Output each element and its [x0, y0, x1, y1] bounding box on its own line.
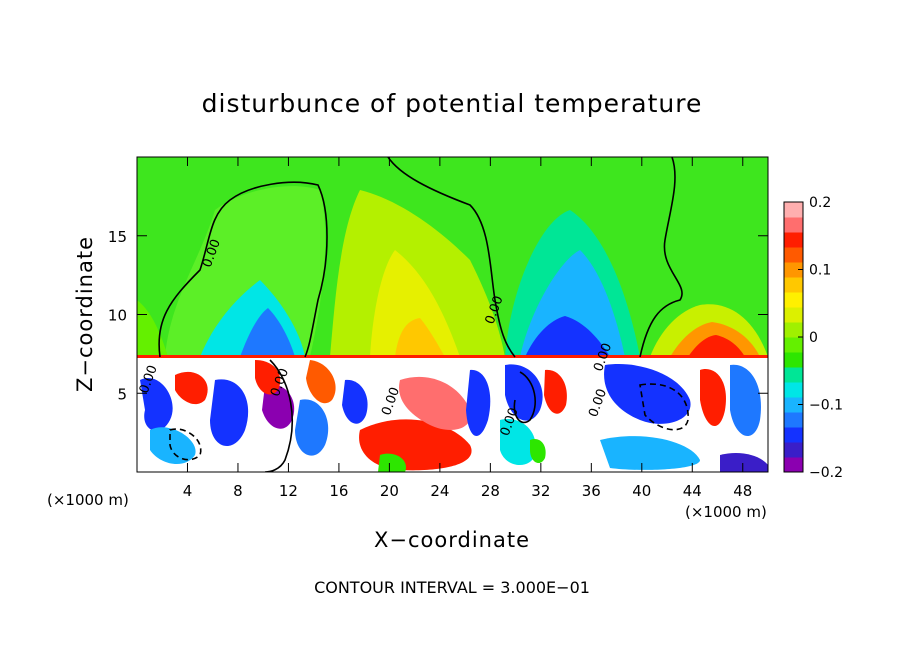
plume-yellow-core — [370, 250, 460, 357]
swirl-blue-7 — [604, 364, 691, 424]
swirl-green-2 — [530, 439, 546, 464]
swirl-red-5 — [399, 376, 471, 430]
x-axis-ticks: 4 8 12 16 20 24 28 32 36 40 44 48 — [183, 157, 752, 500]
y-tick-label-0: 5 — [117, 385, 127, 403]
swirl-blue-4 — [342, 379, 368, 424]
colorbar-segment-2 — [784, 427, 803, 443]
colorbar-segment-14 — [784, 247, 803, 263]
plume-blue-right — [525, 316, 610, 357]
x-tick-label-4: 20 — [380, 482, 399, 500]
x-tick-label-3: 16 — [329, 482, 348, 500]
swirl-red-1 — [175, 371, 208, 405]
swirl-red-6 — [544, 369, 567, 414]
colorbar-segment-7 — [784, 352, 803, 368]
colorbar-segment-17 — [784, 202, 803, 218]
x-axis-label: X−coordinate — [374, 528, 530, 552]
x-tick-label-6: 28 — [481, 482, 500, 500]
colorbar-segments — [784, 202, 803, 473]
x-tick-label-0: 4 — [183, 482, 193, 500]
colorbar: 0.2 0.1 0 −0.1 −0.2 — [783, 195, 843, 481]
colorbar-segment-16 — [784, 217, 803, 233]
plume-red-right — [688, 335, 745, 357]
colorbar-segment-0 — [784, 457, 803, 473]
layer-boundary — [137, 355, 768, 358]
colorbar-segment-13 — [784, 262, 803, 278]
contour-zero-center — [387, 157, 516, 358]
swirl-blue-1 — [140, 378, 173, 431]
colorbar-tick-label-4: −0.2 — [809, 465, 843, 481]
colorbar-segment-1 — [784, 442, 803, 458]
lower-structures — [140, 360, 768, 472]
x-tick-label-2: 12 — [279, 482, 298, 500]
x-tick-label-7: 32 — [531, 482, 550, 500]
colorbar-segment-11 — [784, 292, 803, 308]
plot-area: 0.000.000.000.00 0.000.000.000.00 4 8 12 16 2… — [108, 156, 769, 500]
upper-structures — [137, 186, 768, 357]
x-tick-label-5: 24 — [430, 482, 449, 500]
contour-lower-4 — [513, 371, 536, 424]
swirl-blue-3 — [295, 399, 329, 456]
swirl-cyan-2 — [500, 419, 536, 466]
swirl-red-3 — [306, 360, 336, 404]
colorbar-tick-label-1: 0.1 — [809, 263, 831, 279]
swirl-red-2 — [255, 360, 281, 395]
contour-lower-3 — [264, 359, 293, 472]
contour-lines — [158, 157, 689, 472]
chart-title: disturbunce of potential temperature — [202, 89, 703, 118]
colorbar-segment-10 — [784, 307, 803, 323]
swirl-cyan-1 — [150, 427, 196, 465]
colorbar-segment-4 — [784, 397, 803, 413]
x-unit-left: (×1000 m) — [47, 491, 129, 509]
colorbar-segment-12 — [784, 277, 803, 293]
x-unit-right: (×1000 m) — [685, 503, 767, 521]
contour-lower-2 — [639, 383, 689, 431]
y-axis-label: Z−coordinate — [73, 236, 97, 392]
y-axis-ticks: 5 10 15 — [108, 228, 768, 403]
contour-interval-footer: CONTOUR INTERVAL = 3.000E−01 — [314, 578, 590, 597]
y-tick-label-2: 15 — [108, 228, 127, 246]
x-tick-label-1: 8 — [233, 482, 243, 500]
contour-zero-left-plume — [158, 181, 328, 358]
colorbar-tick-label-0: 0.2 — [809, 195, 831, 211]
swirl-blue-2 — [210, 379, 249, 447]
swirl-blue-8 — [730, 364, 761, 437]
swirl-purple-1 — [262, 384, 295, 429]
contour-zero-right — [639, 157, 683, 358]
swirl-cyan-3 — [600, 436, 700, 470]
swirl-green-1 — [378, 453, 406, 472]
swirl-red-7 — [700, 369, 726, 427]
y-tick-label-1: 10 — [108, 307, 127, 325]
colorbar-segment-5 — [784, 382, 803, 398]
colorbar-segment-8 — [784, 337, 803, 353]
colorbar-tick-label-2: 0 — [809, 330, 818, 346]
colorbar-ticks: 0.2 0.1 0 −0.1 −0.2 — [798, 195, 843, 481]
colorbar-tick-label-3: −0.1 — [809, 398, 843, 414]
colorbar-segment-15 — [784, 232, 803, 248]
colorbar-segment-9 — [784, 322, 803, 338]
x-tick-label-8: 36 — [582, 482, 601, 500]
colorbar-segment-6 — [784, 367, 803, 383]
contour-lower-1 — [169, 428, 202, 461]
x-tick-label-10: 44 — [683, 482, 702, 500]
x-tick-label-11: 48 — [733, 482, 752, 500]
plume-blue-left — [240, 308, 295, 357]
swirl-purple-2 — [720, 453, 768, 472]
colorbar-segment-3 — [784, 412, 803, 428]
swirl-blue-5 — [466, 369, 491, 437]
x-tick-label-9: 40 — [632, 482, 651, 500]
plume-orange-core — [395, 318, 445, 357]
